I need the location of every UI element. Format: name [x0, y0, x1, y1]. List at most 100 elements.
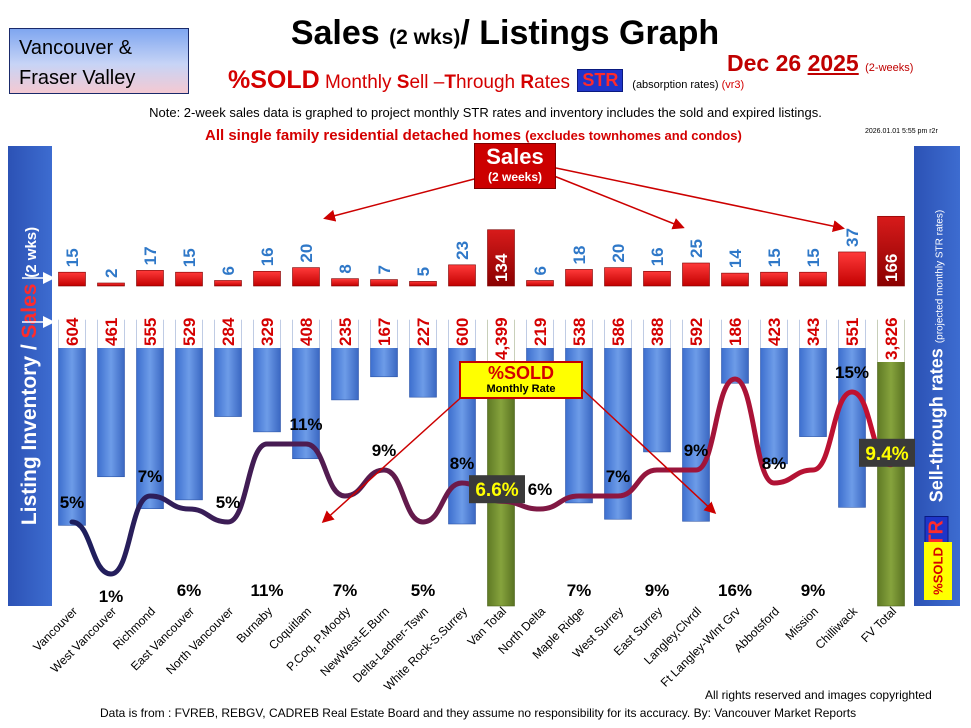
- sales-value-label: 134: [492, 253, 511, 282]
- sales-bar: [487, 229, 515, 287]
- sales-bar: [292, 267, 320, 287]
- sales-value-label: 20: [297, 244, 316, 263]
- sales-bar: [721, 272, 749, 287]
- str-value-label: 9%: [801, 581, 826, 600]
- title-period: (2 wks): [389, 26, 461, 49]
- inventory-value-label: 423: [765, 318, 784, 346]
- timestamp: 2026.01.01 5:55 pm r2r: [865, 128, 938, 135]
- category-tick-label: Chilliwack: [813, 604, 861, 652]
- inventory-label-box: [292, 288, 320, 348]
- sales-bar: [253, 270, 281, 287]
- sales-bar: [175, 271, 203, 287]
- sales-bar: [136, 270, 164, 287]
- sales-value-label: 15: [765, 248, 784, 267]
- copyright-text: All rights reserved and images copyright…: [705, 688, 932, 702]
- subtitle-r: R: [520, 72, 535, 93]
- inventory-label-box: [877, 288, 905, 362]
- subtitle: %SOLD Monthly Sell –Through Rates STR (a…: [228, 66, 744, 95]
- inventory-value-label: 538: [570, 318, 589, 346]
- inventory-label-box: [799, 288, 827, 348]
- title-rest: / Listings Graph: [460, 14, 720, 52]
- sold-callout: %SOLD Monthly Rate: [459, 361, 583, 399]
- sales-value-label: 16: [258, 247, 277, 266]
- inventory-value-label: 284: [219, 317, 238, 346]
- str-value-label: 1%: [99, 587, 124, 606]
- sales-value-label: 15: [804, 248, 823, 267]
- sales-bar: [370, 279, 398, 287]
- str-total-box: [859, 438, 915, 467]
- inventory-label-box: [838, 288, 866, 348]
- str-value-label: 6%: [528, 480, 553, 499]
- inventory-label-box: [760, 288, 788, 348]
- sold-callout-title: %SOLD: [487, 363, 554, 383]
- sales-value-label: 15: [63, 248, 82, 267]
- headline-main: All single family residential detached h…: [205, 127, 526, 144]
- sales-arrow-left: [323, 177, 479, 222]
- inventory-value-label: 461: [102, 318, 121, 346]
- headline: All single family residential detached h…: [205, 127, 742, 144]
- subtitle-ates: ates: [534, 72, 576, 93]
- inventory-label-box: [448, 288, 476, 348]
- sales-value-label: 15: [180, 248, 199, 267]
- inventory-label-box: [526, 288, 554, 348]
- category-tick-label: NewWest-E.Burn: [317, 604, 392, 679]
- inventory-label-box: [175, 288, 203, 348]
- sales-bar: [760, 271, 788, 287]
- region-box: Vancouver & Fraser Valley: [9, 28, 189, 94]
- callout-arrows: [22, 167, 845, 524]
- absorption-text: (absorption rates): [632, 79, 719, 91]
- sales-value-label: 6: [219, 266, 238, 275]
- sales-bar: [643, 270, 671, 287]
- sales-value-label: 23: [453, 241, 472, 260]
- sales-bar: [58, 271, 86, 287]
- sales-bar: [604, 267, 632, 287]
- sales-value-label: 16: [648, 247, 667, 266]
- inventory-value-label: 408: [297, 318, 316, 346]
- sales-bar: [565, 269, 593, 287]
- str-value-label: 11%: [250, 581, 283, 600]
- inventory-bar: [838, 319, 866, 508]
- sales-bar: [97, 282, 125, 287]
- inventory-bar: [175, 319, 203, 501]
- sales-arrow-right: [555, 167, 845, 233]
- subtitle-hrough: hrough: [455, 72, 521, 93]
- inventory-value-label: 529: [180, 318, 199, 346]
- sales-bar: [838, 251, 866, 287]
- page-title: Sales (2 wks)/ Listings Graph: [190, 14, 820, 53]
- inventory-value-label: 235: [336, 318, 355, 346]
- right-axis-sold-box: %SOLD: [924, 542, 952, 600]
- region-line-2: Fraser Valley: [19, 67, 136, 89]
- sales-arrow-mid: [553, 175, 685, 230]
- inventory-value-label: 551: [843, 318, 862, 346]
- inventory-value-label: 600: [453, 318, 472, 346]
- sales-bar: [409, 281, 437, 287]
- sales-callout: Sales (2 weeks): [474, 143, 556, 189]
- str-value-label: 5%: [216, 493, 241, 512]
- inventory-value-label: 343: [804, 318, 823, 346]
- subtitle-ell: ell –: [409, 72, 445, 93]
- inventory-label-box: [487, 288, 515, 362]
- sales-value-label: 8: [336, 264, 355, 273]
- inventory-value-label: 604: [63, 317, 82, 346]
- right-axis-panel: Sell-through rates (projected monthly ST…: [914, 146, 960, 606]
- inventory-bar: [565, 319, 593, 504]
- note-text: Note: 2-week sales data is graphed to pr…: [149, 105, 822, 120]
- inventory-label-box: [565, 288, 593, 348]
- category-tick-label: FV Total: [858, 604, 899, 645]
- str-value-label: 7%: [333, 581, 358, 600]
- inventory-label-box: [97, 288, 125, 348]
- sales-bar: [331, 278, 359, 287]
- date-tag: (2-weeks): [865, 62, 914, 74]
- sales-value-label: 6: [531, 266, 550, 275]
- sales-value-label: 17: [141, 246, 160, 265]
- str-total-box: [469, 475, 525, 504]
- inventory-label-box: [253, 288, 281, 348]
- inventory-label-box: [370, 288, 398, 348]
- str-value-label: 16%: [718, 581, 752, 600]
- region-line-1: Vancouver &: [19, 37, 133, 59]
- source-text: Data is from : FVREB, REBGV, CADREB Real…: [100, 706, 857, 720]
- inventory-label-box: [682, 288, 710, 348]
- inventory-value-label: 592: [687, 318, 706, 346]
- str-total-label: 9.4%: [865, 444, 908, 465]
